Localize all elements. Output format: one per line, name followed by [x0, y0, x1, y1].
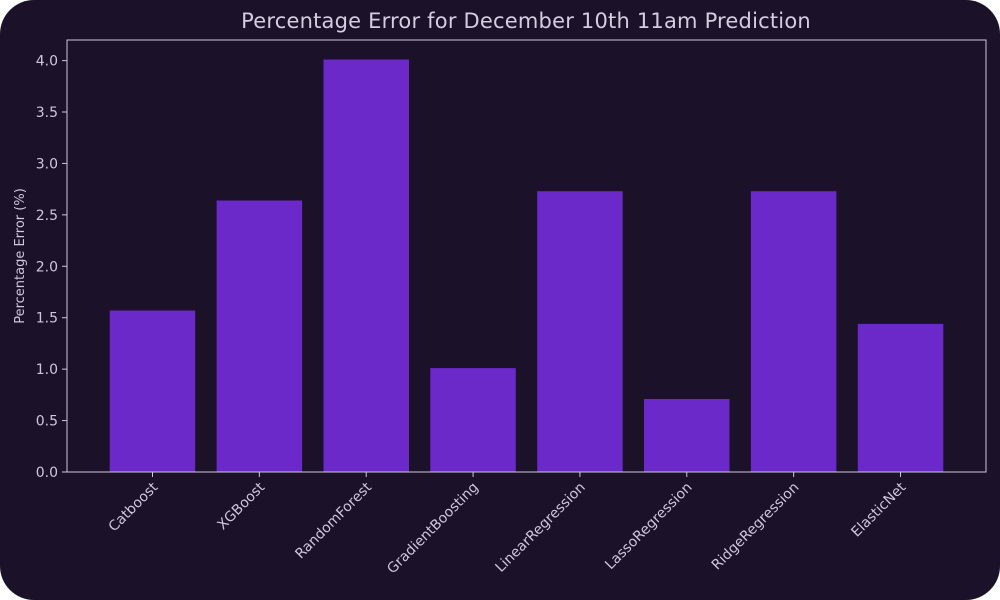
- y-tick-label: 2.0: [36, 259, 58, 275]
- y-tick-label: 1.0: [36, 362, 58, 378]
- bar-catboost: [109, 310, 196, 472]
- y-tick-label: 3.5: [36, 105, 58, 121]
- bars-group: [109, 59, 944, 472]
- x-tick-label: LassoRegression: [602, 480, 695, 573]
- y-tick-label: 1.5: [36, 311, 58, 327]
- x-tick-label: ElasticNet: [848, 479, 909, 540]
- x-tick-label: XGBoost: [214, 479, 268, 533]
- bar-lassoregression: [644, 399, 730, 472]
- y-tick-label: 0.5: [36, 414, 58, 430]
- bar-linearregression: [537, 191, 623, 472]
- bar-randomforest: [323, 59, 409, 472]
- y-tick-label: 3.0: [36, 156, 58, 172]
- x-tick-label: RidgeRegression: [709, 480, 803, 574]
- y-tick-label: 0.0: [36, 465, 58, 481]
- x-tick-label: Catboost: [106, 479, 162, 535]
- y-axis-label: Percentage Error (%): [13, 188, 28, 324]
- x-tick-label: GradientBoosting: [384, 480, 482, 578]
- bar-elasticnet: [857, 323, 944, 472]
- y-tick-label: 2.5: [36, 208, 58, 224]
- bar-xgboost: [216, 200, 303, 472]
- y-tick-label: 4.0: [36, 54, 58, 70]
- y-axis-ticks: 0.0 0.5 1.0 1.5 2.0 2.5 3.0 3.5 4.0: [36, 54, 67, 481]
- bar-gradientboosting: [430, 368, 516, 472]
- x-axis-ticks: Catboost XGBoost RandomForest GradientBoost…: [106, 472, 910, 577]
- x-tick-label: LinearRegression: [493, 480, 589, 576]
- bar-ridgeregression: [750, 191, 837, 472]
- x-tick-label: RandomForest: [292, 479, 375, 562]
- plot-frame: [66, 39, 987, 473]
- chart-title: Percentage Error for December 10th 11am …: [241, 9, 811, 33]
